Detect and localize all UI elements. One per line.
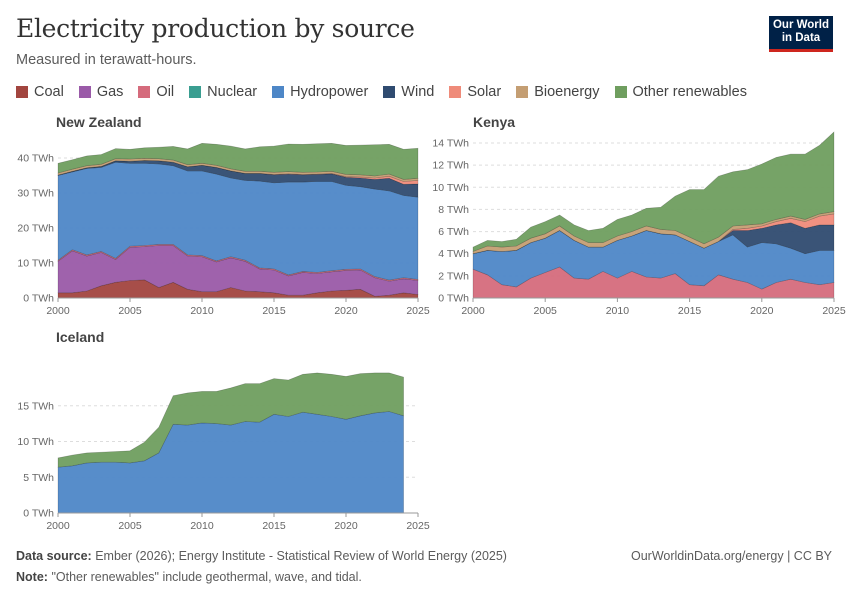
y-tick-label: 2 TWh [438, 270, 469, 282]
legend-swatch-bioenergy [516, 86, 529, 98]
legend-swatch-coal [16, 86, 28, 98]
y-tick-label: 5 TWh [23, 472, 54, 484]
legend-label-hydropower: Hydropower [290, 84, 369, 100]
x-tick-label: 2000 [46, 305, 70, 317]
y-tick-label: 10 TWh [432, 182, 469, 194]
note-label: Note: [16, 570, 48, 584]
y-tick-label: 0 TWh [438, 293, 469, 305]
legend-swatch-oil [138, 86, 151, 98]
legend-item-oil[interactable]: Oil [138, 84, 174, 100]
owid-logo[interactable]: Our World in Data [769, 16, 833, 52]
y-tick-label: 0 TWh [23, 508, 54, 520]
legend-swatch-other-renewables [614, 86, 627, 98]
area-new-zealand-hydropower [57, 161, 419, 281]
x-tick-label: 2010 [190, 520, 214, 532]
legend: Coal Gas Oil Nuclear Hydropower Wind Solar Bioe… [16, 84, 747, 100]
legend-label-other-renewables: Other renewables [632, 84, 747, 100]
x-tick-label: 2025 [822, 305, 846, 317]
chart-title: Electricity production by source [16, 14, 415, 43]
legend-item-wind[interactable]: Wind [383, 84, 434, 100]
legend-label-oil: Oil [156, 84, 175, 100]
x-tick-label: 2020 [334, 305, 358, 317]
area-new-zealand-other-renewables [57, 142, 419, 180]
x-tick-label: 2000 [461, 305, 485, 317]
legend-item-hydropower[interactable]: Hydropower [272, 84, 368, 100]
y-tick-label: 6 TWh [438, 226, 469, 238]
y-tick-label: 10 TWh [17, 258, 54, 270]
legend-label-gas: Gas [96, 84, 124, 100]
panel-title-iceland: Iceland [56, 329, 104, 345]
legend-swatch-solar [449, 86, 462, 98]
x-tick-label: 2025 [406, 520, 430, 532]
legend-label-bioenergy: Bioenergy [534, 84, 600, 100]
charts-canvas: New Zealand 0 TWh 10 TWh 20 TWh 30 TWh 40 TWh… [17, 114, 845, 532]
legend-item-bioenergy[interactable]: Bioenergy [516, 84, 600, 100]
chart-subtitle: Measured in terawatt-hours. [16, 52, 197, 68]
x-tick-label: 2020 [750, 305, 774, 317]
y-tick-label: 40 TWh [17, 153, 54, 165]
legend-label-wind: Wind [401, 84, 435, 100]
legend-item-solar[interactable]: Solar [449, 84, 501, 100]
legend-label-solar: Solar [467, 84, 502, 100]
source-label: Data source: [16, 549, 92, 563]
x-tick-label: 2015 [678, 305, 702, 317]
source-text: Ember (2026); Energy Institute - Statist… [95, 549, 507, 563]
panel-kenya: Kenya 0 TWh 2 TWh 4 TWh 6 TWh 8 TWh 10 TWh 12 T… [432, 114, 845, 317]
x-tick-label: 2005 [118, 305, 142, 317]
legend-item-gas[interactable]: Gas [78, 84, 124, 100]
legend-label-nuclear: Nuclear [207, 84, 258, 100]
panel-title-new-zealand: New Zealand [56, 114, 142, 130]
x-tick-label: 2010 [190, 305, 214, 317]
footer-link[interactable]: OurWorldinData.org/energy | CC BY [630, 549, 832, 563]
footer-note: Note: "Other renewables" include geother… [16, 570, 362, 584]
legend-item-other-renewables[interactable]: Other renewables [614, 84, 747, 100]
logo-line-1: Our World [772, 19, 829, 31]
panel-iceland: Iceland 0 TWh 5 TWh 10 TWh 15 TWh 2000 2005 201… [17, 329, 429, 532]
x-tick-label: 2010 [606, 305, 630, 317]
x-tick-label: 2000 [46, 520, 70, 532]
panel-new-zealand: New Zealand 0 TWh 10 TWh 20 TWh 30 TWh 40 TWh… [17, 114, 429, 317]
x-tick-label: 2020 [334, 520, 358, 532]
footer-source: Data source: Ember (2026); Energy Instit… [16, 549, 507, 563]
y-tick-label: 30 TWh [17, 188, 54, 200]
area-iceland-other-renewables [57, 372, 404, 468]
legend-swatch-nuclear [189, 86, 202, 98]
legend-item-nuclear[interactable]: Nuclear [189, 84, 257, 100]
area-kenya-other-renewables [472, 131, 835, 252]
y-tick-label: 15 TWh [17, 400, 54, 412]
y-tick-label: 12 TWh [432, 160, 469, 172]
legend-swatch-gas [78, 86, 91, 98]
logo-line-2: in Data [781, 32, 821, 44]
x-tick-label: 2025 [406, 305, 430, 317]
legend-item-coal[interactable]: Coal [16, 84, 64, 100]
area-new-zealand-bioenergy [57, 157, 419, 182]
y-tick-label: 8 TWh [438, 204, 469, 216]
panel-title-kenya: Kenya [473, 114, 515, 130]
x-tick-label: 2005 [118, 520, 142, 532]
legend-label-coal: Coal [34, 84, 64, 100]
x-tick-label: 2015 [262, 520, 286, 532]
y-tick-label: 10 TWh [17, 436, 54, 448]
y-tick-label: 0 TWh [23, 293, 54, 305]
note-text: "Other renewables" include geothermal, w… [51, 570, 362, 584]
legend-swatch-wind [383, 86, 396, 98]
x-tick-label: 2005 [534, 305, 558, 317]
y-tick-label: 14 TWh [432, 138, 469, 150]
legend-swatch-hydropower [272, 86, 285, 98]
y-tick-label: 4 TWh [438, 248, 469, 260]
area-new-zealand-solar [57, 160, 419, 185]
y-tick-label: 20 TWh [17, 223, 54, 235]
x-tick-label: 2015 [262, 305, 286, 317]
